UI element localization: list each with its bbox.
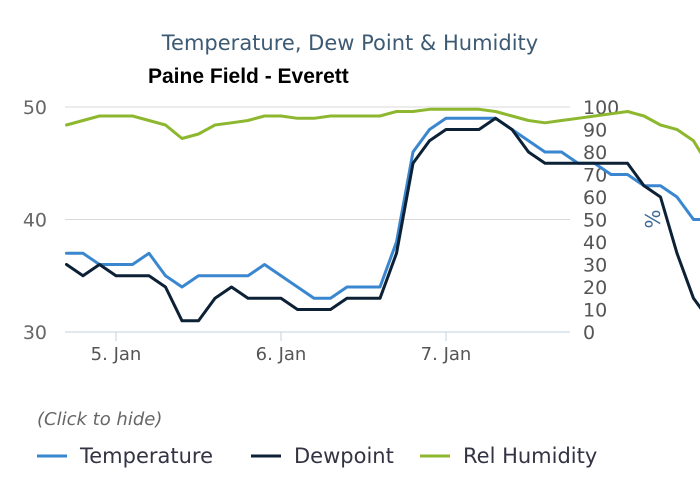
y-tick-label-right: 50 xyxy=(583,210,607,232)
plot-area xyxy=(65,107,700,323)
legend-item-dewpoint[interactable]: Dewpoint xyxy=(251,444,394,468)
legend-label: Temperature xyxy=(79,444,213,468)
legend-hint: (Click to hide) xyxy=(37,409,162,430)
y-tick-label-left: 30 xyxy=(23,322,47,344)
x-axis: 5. Jan 6. Jan 7. Jan xyxy=(91,332,472,365)
x-tick-label: 5. Jan xyxy=(91,344,142,365)
gridlines xyxy=(65,106,570,333)
series-line-rel-humidity[interactable] xyxy=(65,107,700,168)
series-line-dewpoint[interactable] xyxy=(65,116,700,323)
y-axis-right-unit: % xyxy=(641,209,665,228)
y-tick-label-right: 90 xyxy=(583,120,607,142)
legend-label: Dewpoint xyxy=(294,444,394,468)
y-tick-label-right: 0 xyxy=(583,322,595,344)
y-tick-label-right: 60 xyxy=(583,187,607,209)
y-tick-label-left: 40 xyxy=(23,210,47,232)
y-tick-label-right: 70 xyxy=(583,165,607,187)
y-axis-left: 30 40 50 xyxy=(23,97,47,344)
y-tick-label-right: 20 xyxy=(583,277,607,299)
y-tick-label-right: 40 xyxy=(583,232,607,254)
x-tick-label: 6. Jan xyxy=(256,344,307,365)
y-tick-label-right: 30 xyxy=(583,255,607,277)
legend-item-rel-humidity[interactable]: Rel Humidity xyxy=(420,444,597,468)
y-tick-label-right: 10 xyxy=(583,300,607,322)
legend: Temperature Dewpoint Rel Humidity xyxy=(37,444,597,468)
chart-subtitle: Paine Field - Everett xyxy=(148,65,349,88)
y-tick-label-right: 80 xyxy=(583,142,607,164)
legend-item-temperature[interactable]: Temperature xyxy=(37,444,213,468)
chart-title: Temperature, Dew Point & Humidity xyxy=(161,31,538,55)
legend-label: Rel Humidity xyxy=(463,444,597,468)
y-tick-label-left: 50 xyxy=(23,97,47,119)
x-tick-label: 7. Jan xyxy=(421,344,472,365)
